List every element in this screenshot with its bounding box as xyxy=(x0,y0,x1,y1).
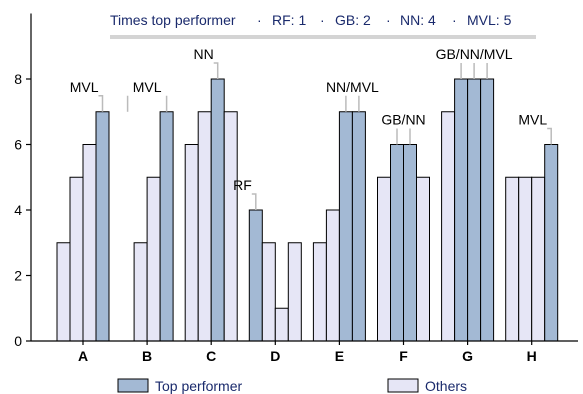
y-tick-label-6: 6 xyxy=(14,137,22,153)
x-tick-label-h: H xyxy=(527,348,537,364)
bar-e-2 xyxy=(325,209,340,342)
header: Times top performer · RF: 1 · GB: 2 · NN… xyxy=(110,12,536,39)
bar-f-1 xyxy=(377,176,391,342)
y-tick-label-8: 8 xyxy=(14,71,22,87)
axes: A B C D E F G H 0 2 4 6 8 xyxy=(14,13,578,364)
bar-d-2 xyxy=(261,242,276,342)
annotation-f: GB/NN xyxy=(381,112,425,128)
legend: Top performer Others xyxy=(117,378,467,394)
annotation-b: MVL xyxy=(133,79,162,95)
header-separator: · xyxy=(452,12,457,28)
y-tick-label-0: 0 xyxy=(14,333,22,349)
bar-f-4 xyxy=(416,176,430,342)
header-separator: · xyxy=(386,12,391,28)
annotation-leader-h xyxy=(547,127,552,145)
annotation-c: NN xyxy=(193,46,213,62)
bar-c-3-top xyxy=(210,78,225,342)
legend-swatch-others xyxy=(387,378,419,393)
annotation-a: MVL xyxy=(70,79,99,95)
annotation-leader-c xyxy=(213,62,219,79)
bar-h-2 xyxy=(518,176,533,342)
bar-f-2-top xyxy=(390,144,404,342)
header-separator: · xyxy=(257,12,262,28)
y-tick-label-4: 4 xyxy=(14,202,22,218)
bar-h-1 xyxy=(505,176,520,342)
bar-h-3 xyxy=(531,176,546,342)
bar-f-3-top xyxy=(403,144,417,342)
bar-d-1-top xyxy=(248,209,263,342)
y-tick-label-2: 2 xyxy=(14,268,22,284)
annotation-leader-a xyxy=(98,95,104,112)
bar-e-3-top xyxy=(338,111,353,342)
bar-a-4-top xyxy=(95,111,110,342)
x-tick-label-a: A xyxy=(78,348,88,364)
annotation-e: NN/MVL xyxy=(326,79,379,95)
x-tick-label-b: B xyxy=(142,348,152,364)
legend-label-others: Others xyxy=(425,378,467,394)
bar-b-2 xyxy=(133,242,148,342)
bar-d-4 xyxy=(287,242,302,342)
x-tick-label-c: C xyxy=(206,348,216,364)
annotations-layer: MVL MVL NN RF NN/MVL GB/NN GB/NN/MVL MVL xyxy=(70,46,552,210)
bars-layer xyxy=(56,78,559,342)
x-tick-label-f: F xyxy=(399,348,408,364)
bar-b-4-top xyxy=(159,111,174,342)
legend-swatch-top-performer xyxy=(117,378,149,393)
bar-g-1 xyxy=(441,111,456,342)
bar-g-4-top xyxy=(480,78,495,342)
header-underline xyxy=(110,35,536,39)
x-tick-label-e: E xyxy=(335,348,344,364)
x-tick-label-d: D xyxy=(270,348,280,364)
bar-e-4-top xyxy=(351,111,366,342)
bar-g-2-top xyxy=(454,78,469,342)
bar-b-3 xyxy=(146,176,161,342)
bar-a-3 xyxy=(82,144,97,342)
bar-h-4-top xyxy=(544,144,559,342)
annotation-h: MVL xyxy=(518,112,547,128)
x-tick-label-g: G xyxy=(462,348,473,364)
bar-c-4 xyxy=(223,111,238,342)
header-count-nn: NN: 4 xyxy=(400,12,436,28)
bar-e-1 xyxy=(312,242,327,342)
annotation-d: RF xyxy=(233,177,252,193)
bar-g-3-top xyxy=(467,78,482,342)
bar-c-2 xyxy=(197,111,212,342)
header-count-mvl: MVL: 5 xyxy=(467,12,512,28)
bar-a-2 xyxy=(69,176,84,342)
header-count-gb: GB: 2 xyxy=(335,12,371,28)
header-count-rf: RF: 1 xyxy=(272,12,306,28)
bar-d-3 xyxy=(274,307,289,342)
legend-label-top-performer: Top performer xyxy=(155,378,242,394)
header-separator: · xyxy=(320,12,325,28)
bar-c-1 xyxy=(184,144,199,342)
bar-a-1 xyxy=(56,242,71,342)
annotation-g: GB/NN/MVL xyxy=(436,46,513,62)
header-title: Times top performer xyxy=(110,12,236,28)
annotation-leader-d xyxy=(251,193,257,210)
